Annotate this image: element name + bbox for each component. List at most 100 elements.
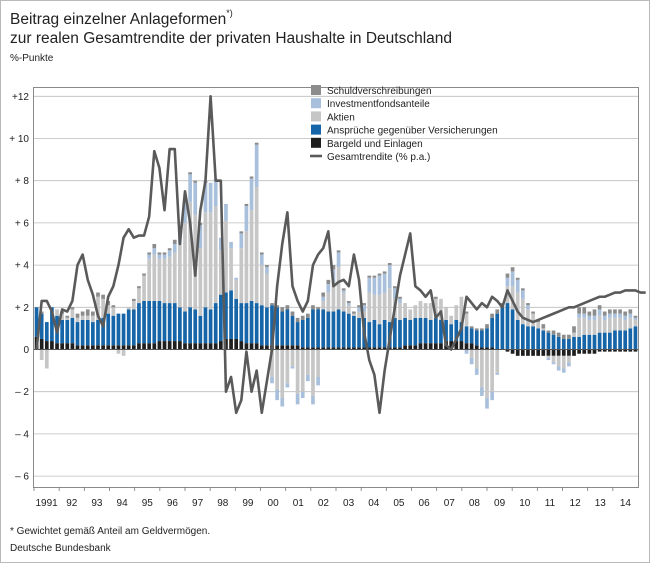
bar-segment: [178, 341, 182, 350]
bar-segment: [172, 239, 177, 244]
bar-segment: [234, 298, 239, 339]
bar-segment: [367, 322, 372, 348]
bar-segment: [474, 330, 479, 346]
bar-segment: [556, 332, 561, 337]
bar-segment: [398, 298, 402, 304]
bar-segment: [485, 347, 489, 350]
bar-segment: [306, 374, 310, 382]
bar-segment: [613, 317, 617, 331]
bar-segment: [485, 324, 489, 329]
bar-segment: [341, 292, 346, 312]
bar-segment: [193, 180, 198, 183]
x-tick-label: 03: [343, 498, 355, 509]
bar-segment: [602, 332, 607, 350]
bar-segment: [295, 345, 300, 350]
x-tick-label: 11: [545, 498, 556, 509]
bar-segment: [331, 265, 336, 270]
bar-segment: [275, 305, 279, 308]
bar-segment: [326, 311, 331, 348]
bar-segment: [387, 347, 392, 350]
bar-segment: [326, 347, 331, 350]
bar-segment: [316, 376, 320, 386]
bar-segment: [101, 298, 105, 318]
bar-segment: [495, 313, 500, 350]
bar-segment: [433, 317, 438, 344]
bar-segment: [331, 311, 336, 348]
bar-segment: [224, 220, 228, 293]
bar-segment: [137, 343, 141, 350]
bar-segment: [101, 294, 105, 299]
bar-segment: [178, 307, 182, 342]
bar-segment: [602, 349, 607, 352]
bar-segment: [490, 347, 494, 350]
bar-segment: [50, 307, 54, 342]
bar-segment: [372, 294, 377, 320]
bar-segment: [80, 311, 85, 316]
bar-segment: [341, 288, 346, 291]
bar-segment: [229, 241, 233, 249]
bar-segment: [403, 317, 407, 346]
bar-segment: [249, 178, 254, 211]
bar-segment: [628, 313, 633, 318]
bar-segment: [254, 187, 259, 304]
bar-segment: [357, 305, 361, 308]
bar-segment: [316, 349, 320, 377]
bar-segment: [413, 317, 418, 346]
x-tick-label: 06: [419, 498, 431, 509]
bar-segment: [367, 292, 372, 323]
bar-segment: [408, 309, 413, 320]
bar-segment: [551, 330, 556, 335]
bar-segment: [121, 349, 126, 356]
bar-segment: [265, 265, 269, 268]
bar-segment: [520, 298, 525, 325]
bar-segment: [546, 355, 551, 358]
bar-segment: [592, 315, 597, 320]
bar-segment: [423, 303, 428, 318]
bar-segment: [96, 319, 100, 346]
bar-segment: [70, 309, 75, 318]
bar-segment: [321, 309, 326, 348]
bar-segment: [480, 347, 484, 350]
bar-segment: [162, 252, 167, 255]
bar-segment: [142, 273, 146, 276]
legend-swatch: [311, 98, 321, 109]
bar-segment: [203, 182, 208, 213]
bar-segment: [536, 322, 541, 329]
bar-segment: [485, 328, 489, 348]
bar-segment: [208, 343, 213, 350]
bar-segment: [265, 267, 269, 274]
legend-label: Schuldverschreibungen: [327, 86, 432, 97]
bar-segment: [80, 315, 85, 320]
bar-segment: [234, 277, 239, 280]
bar-segment: [439, 343, 443, 350]
bar-segment: [162, 303, 167, 342]
bar-segment: [70, 307, 75, 310]
bar-segment: [582, 349, 587, 354]
bar-segment: [398, 296, 402, 299]
bar-segment: [362, 311, 366, 318]
bar-segment: [449, 341, 454, 350]
legend-swatch: [311, 124, 321, 135]
bar-segment: [172, 303, 177, 342]
legend-swatch: [311, 111, 321, 122]
bar-segment: [316, 347, 320, 350]
bar-segment: [147, 343, 152, 350]
bar-segment: [311, 349, 315, 396]
bar-segment: [541, 349, 546, 356]
bar-segment: [628, 317, 633, 329]
bar-segment: [608, 349, 612, 352]
bar-segment: [85, 345, 90, 350]
bar-segment: [60, 313, 64, 320]
bar-segment: [259, 254, 264, 266]
bar-segment: [515, 319, 520, 350]
bar-segment: [561, 355, 566, 369]
x-tick-label: 04: [368, 498, 380, 509]
bar-segment: [551, 349, 556, 356]
x-tick-label: 92: [66, 498, 78, 509]
bar-segment: [85, 319, 90, 346]
bar-segment: [321, 296, 326, 301]
y-tick-label: – 2: [15, 387, 29, 398]
bar-segment: [183, 222, 187, 312]
bar-segment: [541, 324, 546, 329]
bar-segment: [218, 237, 223, 251]
